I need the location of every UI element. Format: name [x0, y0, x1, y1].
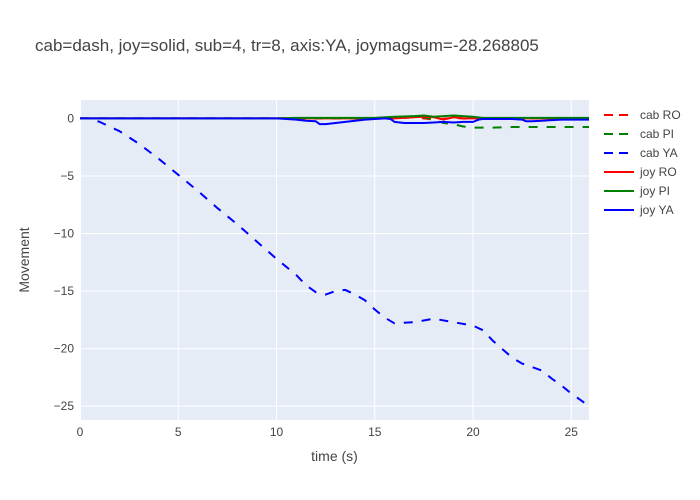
chart-title: cab=dash, joy=solid, sub=4, tr=8, axis:Y…	[35, 36, 539, 55]
y-tick-label: −15	[54, 284, 75, 298]
x-tick-label: 15	[368, 425, 382, 439]
y-axis-ticks: 0 −5 −10 −15 −20 −25	[54, 111, 75, 413]
plot-area	[80, 100, 589, 420]
y-tick-label: −25	[54, 399, 75, 413]
x-axis-label: time (s)	[311, 448, 358, 464]
x-axis-ticks: 0 5 10 15 20 25	[77, 425, 579, 439]
y-axis-label: Movement	[16, 227, 32, 292]
series-line-joy-pi	[80, 114, 589, 120]
legend-item[interactable]: joy YA	[604, 203, 674, 217]
x-tick-label: 10	[270, 425, 284, 439]
legend-label: joy RO	[639, 165, 677, 179]
x-gridlines	[79, 100, 572, 420]
y-tick-label: 0	[67, 111, 74, 125]
legend-item[interactable]: joy PI	[604, 184, 670, 198]
y-tick-label: −10	[54, 227, 75, 241]
legend[interactable]: cab RO cab PI cab YA joy RO joy PI joy YA	[604, 108, 681, 217]
x-tick-label: 25	[565, 425, 579, 439]
x-tick-label: 20	[466, 425, 480, 439]
series-lines	[80, 114, 589, 407]
x-tick-label: 5	[175, 425, 182, 439]
series-line-cab-ya	[80, 117, 589, 407]
legend-item[interactable]: joy RO	[604, 165, 677, 179]
legend-label: joy PI	[639, 184, 670, 198]
legend-label: joy YA	[639, 203, 674, 217]
legend-item[interactable]: cab RO	[604, 108, 681, 122]
legend-label: cab YA	[640, 146, 678, 160]
x-tick-label: 0	[77, 425, 84, 439]
legend-item[interactable]: cab YA	[604, 146, 678, 160]
y-tick-label: −5	[60, 169, 74, 183]
legend-item[interactable]: cab PI	[604, 127, 674, 141]
legend-label: cab RO	[640, 108, 681, 122]
y-tick-label: −20	[54, 342, 75, 356]
series-line-joy-ya	[80, 117, 589, 126]
legend-label: cab PI	[640, 127, 674, 141]
